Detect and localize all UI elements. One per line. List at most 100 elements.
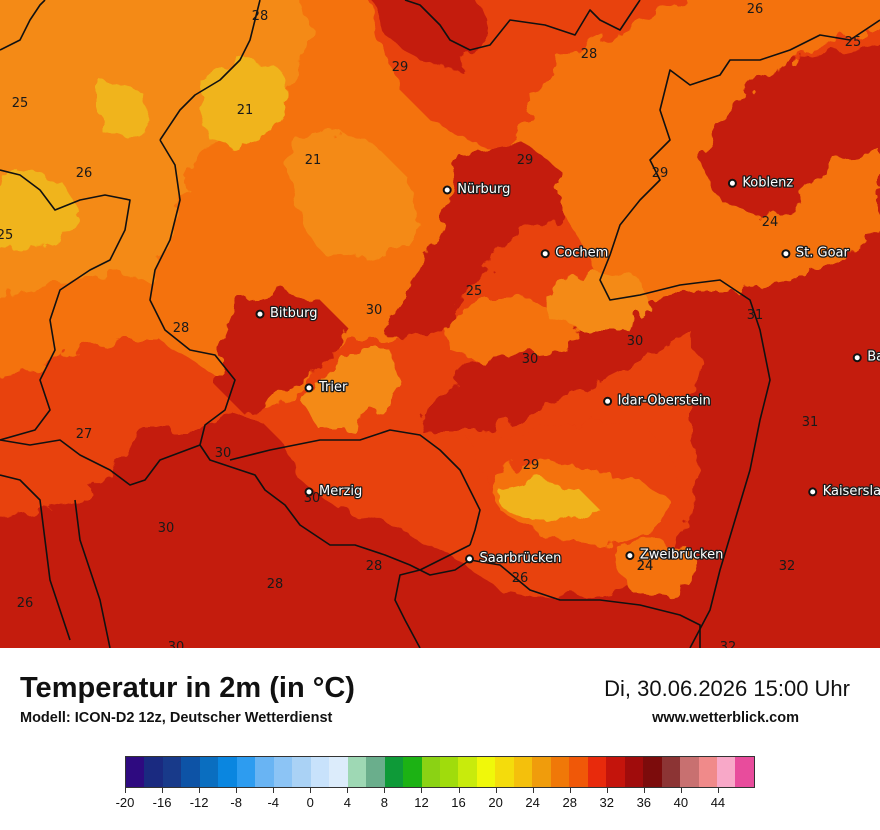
contour-label: 28 [173,321,190,336]
legend-tick [421,788,423,793]
city-dot [852,353,862,363]
map-title: Temperatur in 2m (in °C) [20,672,355,704]
legend-color-step [550,757,570,787]
city-marker: St. Goar [781,244,851,262]
legend-tick [717,788,719,793]
city-label: Idar-Oberstein [618,393,711,408]
city-label: Bitburg [270,306,318,321]
field-18-21-south [500,480,600,525]
contour-label: 26 [17,596,34,611]
legend-tick [162,788,164,793]
city-marker: Kaiserslautern [808,483,880,500]
footer: Temperatur in 2m (in °C) Modell: ICON-D2… [0,648,880,830]
contour-label: 24 [637,559,654,574]
field-30-33-band [370,0,490,70]
legend-color-step [717,757,736,787]
temperature-legend-ticks: -20 -16 -12 -8 -4 0 4 8 12 16 20 24 28 32 36 40 44 [116,788,755,818]
city-dot [625,551,635,561]
legend-color-step [126,757,145,787]
legend-color-step [513,757,533,787]
city-marker: Idar-Oberstein [603,392,712,410]
legend-tick [606,788,608,793]
contour-label: 29 [517,153,534,168]
legend-tick [347,788,349,793]
border-state-north [0,0,641,141]
legend-color-step [218,757,237,787]
website-link[interactable]: www.wetterblick.com [652,710,799,726]
city-dot [781,249,791,259]
contour-label: 29 [392,60,409,75]
field-18-21-sub [100,80,150,140]
legend-color-step [255,757,274,787]
city-dot [465,554,474,564]
legend-tick-label: 4 [343,795,351,810]
legend-tick [384,788,386,793]
contour-label: 29 [523,458,540,473]
contour-label: 30 [168,640,185,648]
legend-color-step [606,757,625,787]
city-marker: Nürburg [442,181,512,198]
legend-tick-label: -16 [152,795,172,810]
legend-tick-label: 36 [636,795,652,810]
legend-tick-label: -4 [267,795,280,810]
contour-label: 28 [581,47,598,62]
border-lux-west [149,139,701,648]
legend-color-step [680,757,699,787]
city-label: Zweibrücken [640,548,723,563]
city-label: Merzig [319,484,362,499]
legend-tick-label: 12 [414,795,429,810]
city-marker: Trier [304,379,349,396]
city-marker: Zweibrücken [625,546,725,564]
temperature-field [0,0,880,648]
city-dot [727,178,737,188]
legend-color-step [661,757,681,787]
legend-tick-label: -8 [230,795,242,810]
legend-tick-label: 0 [306,795,314,810]
borders [0,0,880,648]
contour-label: 30 [627,334,644,349]
contour-label: 30 [158,521,175,536]
legend-color-step [273,757,293,787]
contour-label: 28 [252,9,269,24]
legend-tick-label: 8 [380,795,389,810]
legend-color-step [162,757,182,787]
temperature-map: 28 26 25 29 28 25 21 21 26 29 29 24 25 28 30 25 30 30 24 31… [0,0,880,648]
map-canvas: 28 26 25 29 28 25 21 21 26 29 29 24 25 28 30 25 30 30 24 31… [0,0,880,648]
model-info: Modell: ICON-D2 12z, Deutscher Wetterdie… [20,710,333,726]
city-dot [442,185,452,195]
city-label: Saarbrücken [480,551,562,566]
border-state-east [599,19,880,648]
legend-tick-label: 24 [525,795,540,810]
field-24-27-idar [440,300,580,360]
city-dot [304,383,314,393]
contour-labels: 28 26 25 29 28 25 21 21 26 29 29 24 25 28 30 25 30 30 24 31… [0,2,861,648]
field-21-24-mid [290,130,420,260]
city-marker: Bitburg [255,305,319,322]
contour-label: 29 [652,166,669,181]
border-belgium [0,169,131,441]
legend-color-step [292,757,311,787]
city-marker: Bad Kreuznach [852,348,880,366]
contour-label: 24 [637,559,654,574]
legend-color-step [569,757,588,787]
contour-label: 26 [747,2,764,17]
legend-tick [273,788,275,793]
temperature-legend-colorbar [125,756,755,788]
legend-color-step [735,757,754,787]
legend-tick-label: 28 [562,795,577,810]
legend-tick-label: 16 [451,795,466,810]
legend-tick-label: 44 [710,795,726,810]
legend-color-step [199,757,219,787]
contour-label: 24 [762,215,779,230]
city-dot [304,487,314,497]
field-21-24-trier [300,350,400,430]
city-label: Bad Kreuznach [867,350,880,365]
legend-tick [236,788,238,793]
city-dot [540,249,550,259]
legend-color-step [181,757,200,787]
legend-tick-label: -12 [189,795,209,810]
city-label: St. Goar [796,246,850,261]
city-dot [808,487,818,497]
contour-label: 25 [12,96,29,111]
